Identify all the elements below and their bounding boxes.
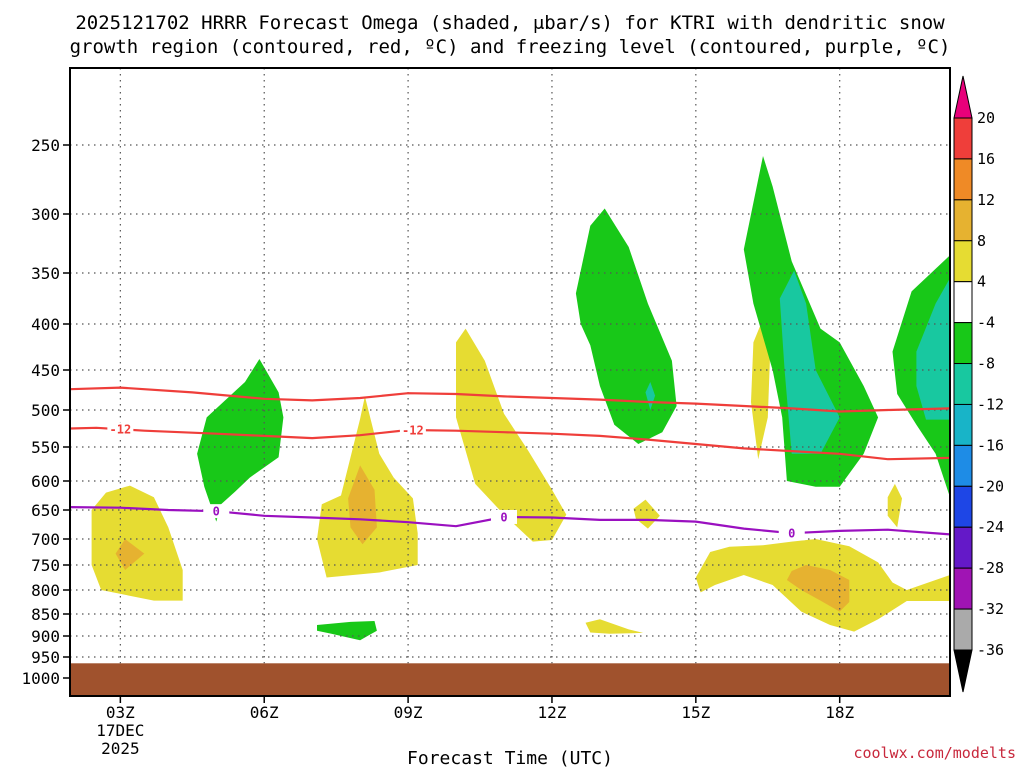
colorbar-label-11: -28 (977, 559, 1004, 577)
y-tick-label-400: 400 (31, 315, 60, 334)
freezing-level-label-2: 0 (788, 527, 795, 541)
dgz-lower-label: -12 (110, 423, 132, 437)
x-tick-label-18Z: 18Z (825, 703, 854, 722)
omega-region-orange-0800 (348, 465, 377, 545)
x-tick-label-09Z: 09Z (394, 703, 423, 722)
colorbar-label-13: -36 (977, 641, 1004, 659)
colorbar-swatch-8 (953, 444, 973, 487)
y-tick-label-550: 550 (31, 438, 60, 457)
omega-region-cyan-1400 (645, 382, 656, 410)
credit-text: coolwx.com/modelts (853, 744, 1016, 762)
colorbar-label-3: 8 (977, 232, 986, 250)
colorbar-label-6: -8 (977, 355, 995, 373)
chart-title-line-1: 2025121702 HRRR Forecast Omega (shaded, … (75, 12, 945, 34)
contour-labels: -12 -12 0 0 0 (107, 422, 805, 541)
omega-region-yellow-1615 (751, 318, 771, 460)
colorbar-label-5: -4 (977, 314, 995, 332)
y-tick-label-850: 850 (31, 605, 60, 624)
chart-title-line-2: growth region (contoured, red, ºC) and f… (70, 36, 951, 58)
y-tick-label-500: 500 (31, 401, 60, 420)
colorbar-label-0: 20 (977, 109, 995, 127)
colorbar-top-arrow (953, 75, 973, 119)
x-tick-date: 17DEC (96, 721, 144, 740)
dgz-upper (70, 386, 950, 413)
x-axis-label: Forecast Time (UTC) (407, 748, 613, 768)
colorbar-swatch-7 (953, 403, 973, 446)
colorbar-swatch-6 (953, 363, 973, 405)
y-tick-label-350: 350 (31, 264, 60, 283)
colorbar-swatch-2 (953, 199, 973, 242)
x-tick-label-06Z: 06Z (250, 703, 279, 722)
plot-frame (69, 67, 951, 697)
y-tick-label-250: 250 (31, 136, 60, 155)
colorbar: 20 16 12 8 4 -4 -8 -12 -16 -20 -24 -28 -32 -36 (953, 75, 1004, 693)
omega-region-green-1700 (743, 156, 879, 487)
freezing-level-label-0: 0 (213, 505, 220, 519)
freezing-level-label-1: 0 (500, 510, 507, 524)
freezing-level-label-2-bg (778, 526, 805, 541)
dgz-lower (70, 426, 950, 461)
y-tick-label-450: 450 (31, 361, 60, 380)
y-tick-label-800: 800 (31, 581, 60, 600)
omega-shading-layer (91, 156, 950, 641)
x-tick-label-03Z: 03Z (106, 703, 135, 722)
colorbar-bottom-arrow (953, 649, 973, 693)
y-tick-label-650: 650 (31, 501, 60, 520)
colorbar-label-10: -24 (977, 518, 1004, 536)
colorbar-label-12: -32 (977, 600, 1004, 618)
colorbar-label-4: 4 (977, 273, 986, 291)
dgz-lower-label2-label: -12 (402, 424, 424, 438)
colorbar-swatch-9 (953, 485, 973, 528)
freezing-level-label-0-bg (203, 504, 230, 519)
freezing-level-label-1-bg (491, 509, 518, 524)
colorbar-label-8: -16 (977, 436, 1004, 454)
colorbar-label-2: 12 (977, 191, 995, 209)
x-tick-label-12Z: 12Z (538, 703, 567, 722)
y-tick-label-750: 750 (31, 556, 60, 575)
colorbar-swatch-3 (953, 240, 973, 283)
colorbar-swatch-5 (953, 322, 973, 365)
ground-surface (70, 663, 950, 696)
dgz-lower-label-bg (107, 422, 134, 437)
y-tick-label-950: 950 (31, 648, 60, 667)
omega-region-yellow-1030 (456, 328, 567, 542)
omega-region-yellow-1900 (887, 483, 902, 528)
dgz-lower-label2-label-bg (399, 423, 426, 438)
omega-region-orange-1700-low (786, 565, 850, 612)
omega-region-yellow-1400 (633, 499, 660, 529)
x-tick-label-15Z: 15Z (681, 703, 710, 722)
colorbar-swatch-10 (953, 526, 973, 569)
colorbar-swatch-12 (953, 608, 973, 651)
y-tick-label-300: 300 (31, 205, 60, 224)
y-tick-label-600: 600 (31, 472, 60, 491)
colorbar-swatch-4 (953, 281, 973, 324)
colorbar-swatch-0 (953, 117, 973, 160)
colorbar-label-9: -20 (977, 477, 1004, 495)
omega-region-yellow-0300 (91, 485, 183, 601)
y-axis-ticks: 250 300 350 400 450 500 550 600 650 700 750 800 850 9… (21, 136, 70, 688)
omega-region-green-1330 (575, 208, 677, 444)
y-tick-label-900: 900 (31, 627, 60, 646)
y-tick-label-700: 700 (31, 530, 60, 549)
colorbar-swatch-11 (953, 567, 973, 610)
y-tick-label-1000: 1000 (21, 669, 60, 688)
colorbar-swatch-1 (953, 158, 973, 201)
colorbar-label-7: -12 (977, 395, 1004, 413)
omega-region-orange-0300 (115, 539, 145, 570)
omega-region-cyan-2000 (916, 278, 950, 420)
plot-area: -12 -12 0 0 0 (70, 68, 950, 696)
omega-region-green-0800-low (317, 621, 377, 641)
colorbar-label-1: 16 (977, 150, 995, 168)
omega-region-yellow-1330-low (585, 619, 644, 634)
x-tick-year: 2025 (101, 739, 140, 758)
